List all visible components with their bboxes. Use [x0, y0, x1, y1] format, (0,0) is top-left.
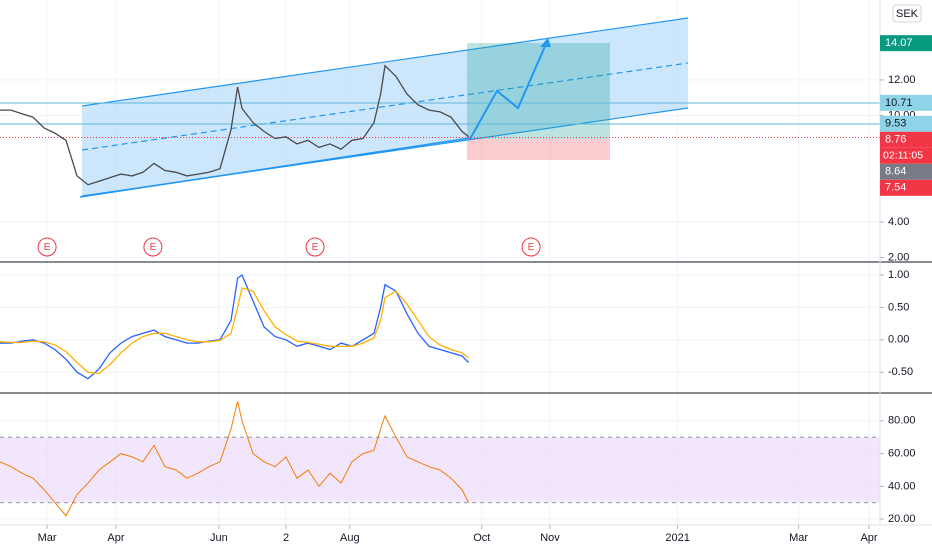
y-tick-label: 80.00	[888, 415, 916, 427]
x-tick-label: 2021	[665, 532, 689, 544]
y-tick-label: 40.00	[888, 480, 916, 492]
earnings-label: E	[44, 242, 51, 253]
channel-mid	[81, 62, 689, 151]
y-tick-label: 1.00	[888, 269, 909, 281]
earnings-marker	[305, 237, 325, 257]
x-tick-label: 2	[283, 532, 289, 544]
earnings-marker	[37, 237, 57, 257]
price-label: 9.53	[885, 118, 906, 130]
y-tick-label: -0.50	[888, 366, 913, 378]
channel-top	[81, 17, 689, 107]
x-tick-label: Oct	[473, 532, 490, 544]
price-label: 10.71	[885, 97, 913, 109]
x-tick-label: Apr	[107, 532, 124, 544]
y-tick-label: 4.00	[888, 216, 909, 228]
x-tick-label: Apr	[860, 532, 877, 544]
x-tick-label: Mar	[789, 532, 808, 544]
price-label-box	[880, 131, 932, 148]
trend-line	[79, 137, 471, 198]
currency: SEK	[896, 8, 919, 20]
plots	[0, 64, 470, 517]
y-tick-label: 12.00	[888, 74, 916, 86]
x-tick-label: Jun	[210, 532, 228, 544]
currency-box	[892, 4, 922, 23]
projection-path	[469, 43, 547, 140]
price-label-box	[880, 163, 932, 180]
price-label-box	[880, 115, 932, 132]
y-tick-label: 0.50	[888, 301, 909, 313]
earnings-label: E	[312, 242, 319, 253]
drawings	[0, 17, 880, 504]
price-label: 8.76	[885, 134, 906, 146]
x-tick-label: Nov	[540, 532, 560, 544]
earnings-label: E	[528, 242, 535, 253]
price-label-box	[880, 35, 932, 52]
series-line	[0, 64, 470, 186]
price-label: 7.54	[885, 182, 906, 194]
earnings-marker	[521, 237, 541, 257]
y-tick-label: 20.00	[888, 513, 916, 525]
countdown: 02:11:05	[883, 150, 923, 162]
series-line	[0, 287, 470, 375]
earnings-marker	[143, 237, 163, 257]
y-tick-label: 0.00	[888, 334, 909, 346]
price-label-box	[880, 94, 932, 111]
x-tick-label: Aug	[340, 532, 360, 544]
channel-fill	[82, 18, 688, 196]
stop-zone	[467, 139, 610, 160]
countdown-box	[880, 147, 932, 164]
target-zone	[467, 43, 610, 139]
y-tick-label: 60.00	[888, 448, 916, 460]
series-line	[0, 401, 470, 517]
price-label: 8.64	[885, 166, 906, 178]
price-label-box	[880, 179, 932, 196]
series-line	[0, 273, 470, 380]
projection	[469, 38, 551, 140]
price-label: 14.07	[885, 37, 913, 49]
x-tick-label: Mar	[38, 532, 57, 544]
earnings-label: E	[150, 242, 157, 253]
arrow-head	[540, 38, 551, 47]
y-tick-label: 2.00	[888, 251, 909, 263]
